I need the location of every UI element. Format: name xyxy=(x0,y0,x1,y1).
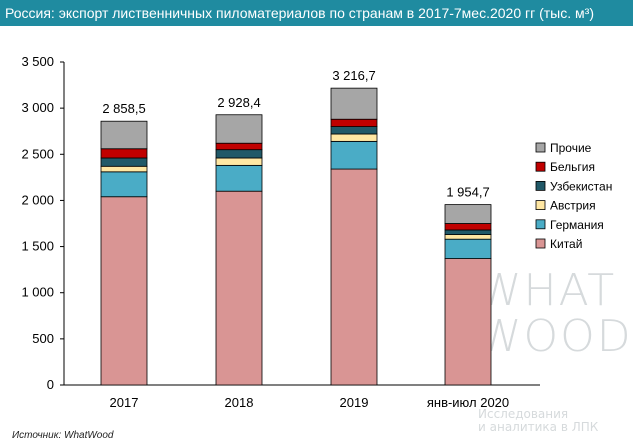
bar-total-label: 2 858,5 xyxy=(102,101,145,116)
bar-segment xyxy=(100,196,148,386)
bar-segment xyxy=(215,149,263,159)
bar-segment xyxy=(215,142,263,151)
legend-label: Австрия xyxy=(550,199,596,213)
legend-label: Германия xyxy=(550,218,604,232)
y-tick-label: 500 xyxy=(32,331,54,346)
x-tick-label: 2019 xyxy=(340,395,369,410)
legend-swatch xyxy=(535,238,546,249)
y-tick-label: 2 500 xyxy=(21,146,54,161)
bar-segment xyxy=(444,229,492,235)
bar-segment xyxy=(100,171,148,198)
y-tick-label: 3 500 xyxy=(21,54,54,69)
bar-segment xyxy=(330,126,378,135)
legend-label: Бельгия xyxy=(550,160,595,174)
legend-swatch xyxy=(535,219,546,230)
legend-label: Прочие xyxy=(550,141,592,155)
legend-swatch xyxy=(535,161,546,172)
watermark-line-4: и аналитика в ЛПК xyxy=(478,420,599,434)
bar-segment xyxy=(215,157,263,166)
y-tick-label: 2 000 xyxy=(21,192,54,207)
legend-swatch xyxy=(535,180,546,191)
bar-segment xyxy=(215,164,263,192)
watermark-line-2: WOOD xyxy=(478,311,633,362)
bar-segment xyxy=(444,204,492,224)
bar-segment xyxy=(330,118,378,127)
watermark-line-1: WHAT xyxy=(478,265,617,316)
source-note: Источник: WhatWood xyxy=(12,430,114,441)
bar-segment xyxy=(444,258,492,386)
legend-label: Китай xyxy=(550,237,582,251)
bar-total-label: 1 954,7 xyxy=(446,185,489,200)
bar-segment xyxy=(330,140,378,170)
x-tick-label: 2017 xyxy=(110,395,139,410)
bar-total-label: 3 216,7 xyxy=(332,68,375,83)
bar-segment xyxy=(100,120,148,150)
x-tick-label: янв-июл 2020 xyxy=(427,395,509,410)
stacked-bar-chart: 0 500 1 000 1 500 2 000 2 500 3 000 3 500 2 858,… xyxy=(21,54,612,410)
y-tick-label: 1 500 xyxy=(21,239,54,254)
bar-segment xyxy=(215,114,263,144)
bar-segment xyxy=(330,168,378,386)
bar-segment xyxy=(100,157,148,167)
legend-label: Узбекистан xyxy=(550,179,612,193)
bar-segment xyxy=(444,238,492,259)
watermark-line-3: Исследования xyxy=(478,407,569,421)
bar-segment xyxy=(215,190,263,386)
bar-segment xyxy=(444,234,492,240)
bar-segment xyxy=(330,87,378,120)
legend-swatch xyxy=(535,200,546,211)
x-tick-label: 2018 xyxy=(225,395,254,410)
chart-title: Россия: экспорт лиственничных пиломатери… xyxy=(0,0,633,26)
bar-segment xyxy=(444,223,492,231)
bar-segment xyxy=(330,133,378,142)
y-tick-label: 1 000 xyxy=(21,285,54,300)
bar-segment xyxy=(100,148,148,159)
y-tick-label: 0 xyxy=(47,377,54,392)
bar-segment xyxy=(100,165,148,173)
y-tick-label: 3 000 xyxy=(21,100,54,115)
legend-swatch xyxy=(535,142,546,153)
bar-total-label: 2 928,4 xyxy=(217,95,260,110)
